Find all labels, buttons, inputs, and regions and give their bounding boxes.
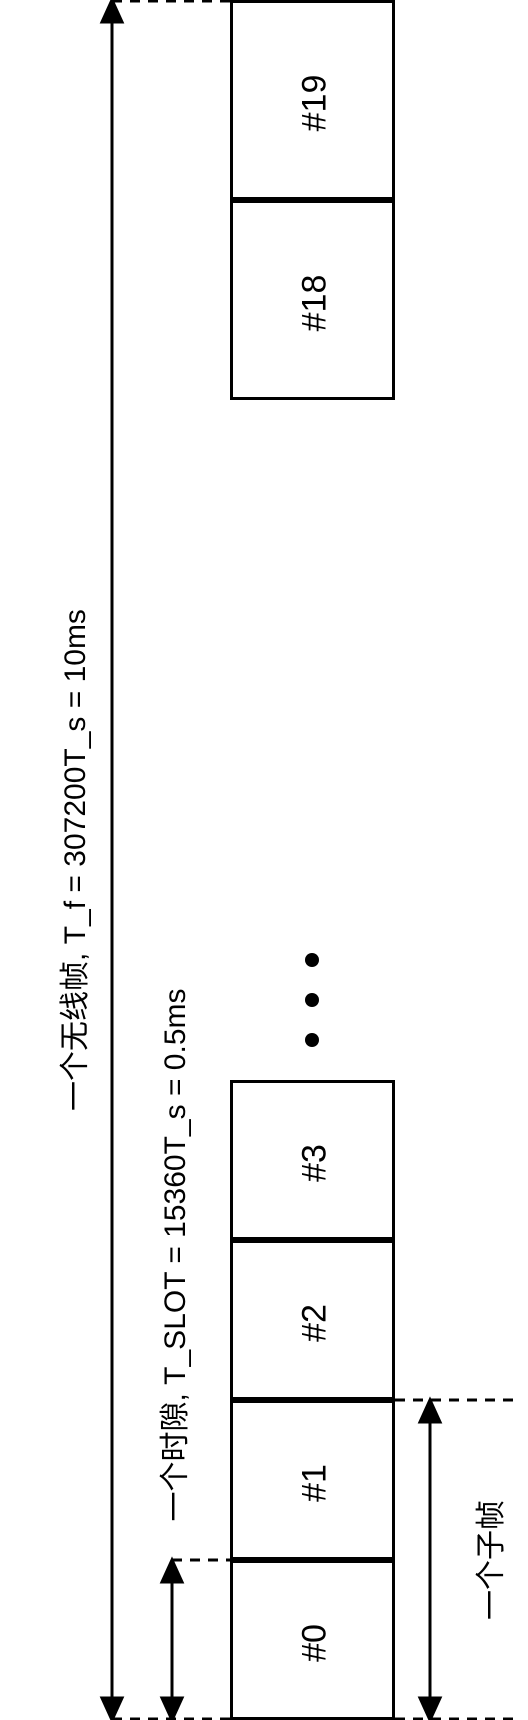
subframe-label: 一个子帧 bbox=[466, 1500, 510, 1620]
frame-structure-diagram: #0 #1 #2 #3 #18 #19 bbox=[0, 0, 528, 1720]
frame-duration-label: 一个无线帧, T_f = 307200T_s = 10ms bbox=[50, 609, 94, 1111]
slot-duration-label: 一个时隙, T_SLOT = 15360T_s = 0.5ms bbox=[150, 989, 194, 1522]
